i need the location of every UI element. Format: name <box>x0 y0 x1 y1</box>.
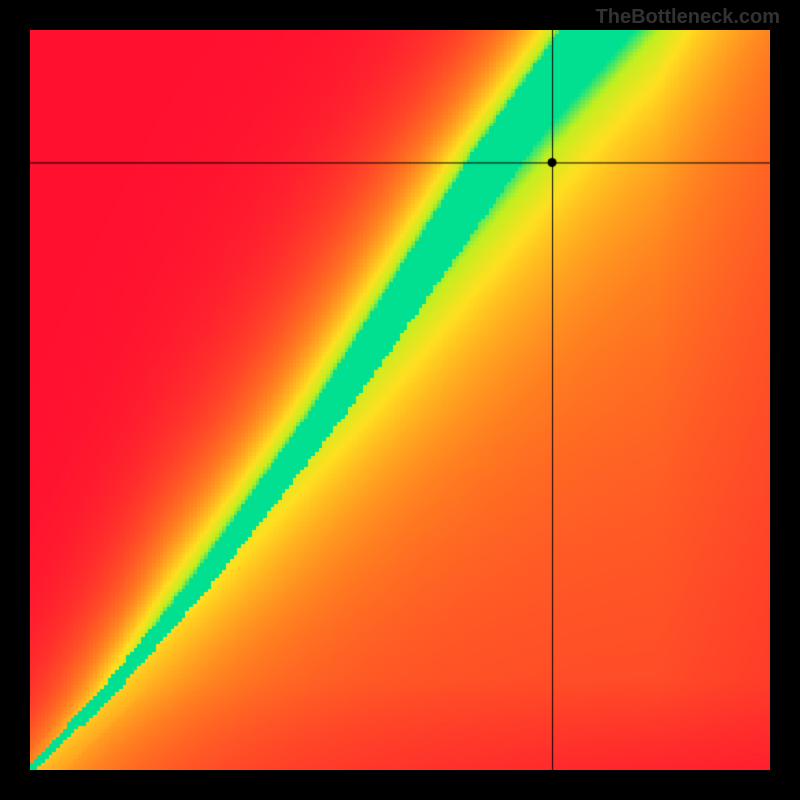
heatmap-plot <box>30 30 770 770</box>
heatmap-canvas <box>30 30 770 770</box>
watermark-text: TheBottleneck.com <box>596 6 780 29</box>
